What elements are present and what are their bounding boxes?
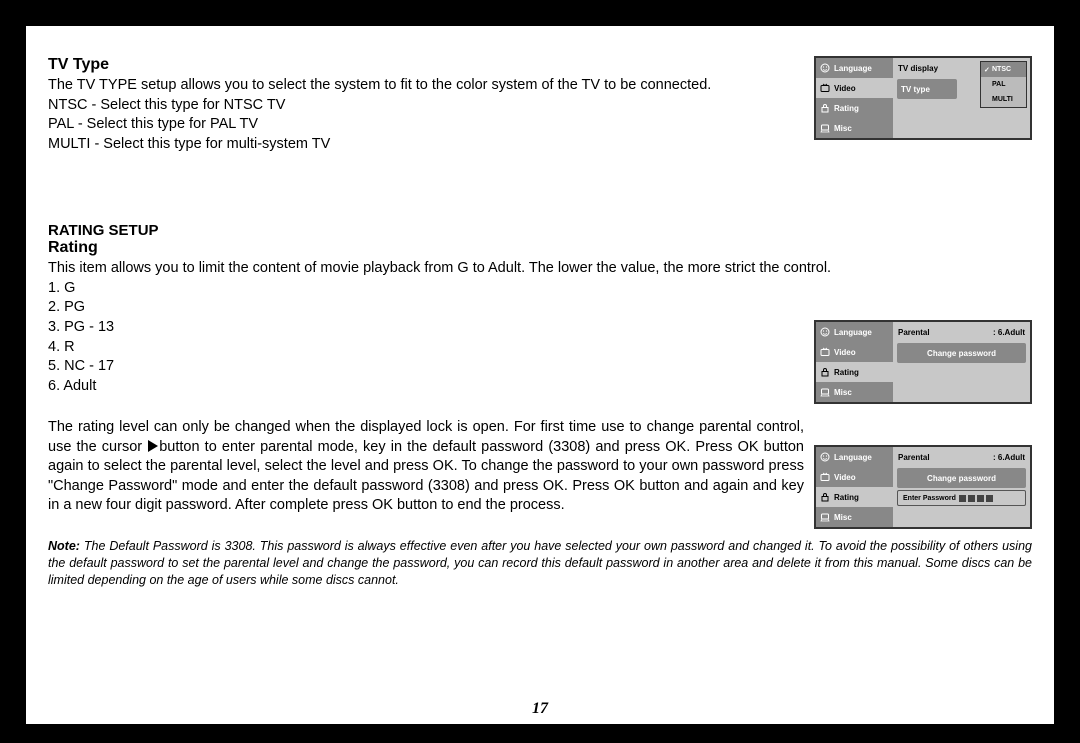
password-note: Note: The Default Password is 3308. This… [48,538,1032,589]
nav-misc-label: Misc [834,124,852,133]
nav-misc: Misc [816,382,893,402]
tv-type-ntsc: NTSC - Select this type for NTSC TV [48,96,798,116]
parental-value: : 6.Adult [993,328,1025,337]
tv-type-pal: PAL - Select this type for PAL TV [48,115,798,135]
nav-language: Language [816,58,893,78]
misc-icon [820,512,830,522]
nav-rating: Rating [816,362,893,382]
nav-misc: Misc [816,118,893,138]
tv-icon [820,83,830,93]
face-icon [820,452,830,462]
parental-text-b: button to enter parental mode, key in th… [48,439,804,514]
opt-pal: PAL [981,77,1026,92]
nav-video-label: Video [834,84,856,93]
tv-type-label: TV type [901,85,930,94]
nav-language-label: Language [834,64,872,73]
parental-label: Parental [898,453,993,462]
nav-video: Video [816,78,893,98]
tv-icon [820,472,830,482]
nav-video: Video [816,467,893,487]
password-dots [959,495,993,502]
nav-video: Video [816,342,893,362]
note-text: The Default Password is 3308. This passw… [48,539,1032,587]
tv-type-multi: MULTI - Select this type for multi-syste… [48,135,798,155]
rating-heading: Rating [48,239,1032,257]
manual-page: TV Type The TV TYPE setup allows you to … [26,26,1054,724]
lock-icon [820,367,830,377]
parental-label: Parental [898,328,993,337]
rating-setup-heading: RATING SETUP [48,222,1032,239]
tv-type-desc: The TV TYPE setup allows you to select t… [48,76,798,96]
misc-icon [820,123,830,133]
note-label: Note: [48,539,80,553]
nav-rating: Rating [816,98,893,118]
face-icon [820,63,830,73]
misc-icon [820,387,830,397]
tv-icon [820,347,830,357]
menu-tv-type: Language Video Rating [814,56,1032,140]
rating-desc: This item allows you to limit the conten… [48,259,1032,279]
rating-pg: 2. PG [48,298,1032,318]
nav-language: Language [816,447,893,467]
opt-ntsc: ✓NTSC [981,62,1026,77]
parental-instructions: The rating level can only be changed whe… [48,418,804,516]
tv-type-options: ✓NTSC PAL MULTI [980,61,1027,108]
nav-rating: Rating [816,487,893,507]
rating-g: 1. G [48,279,1032,299]
menu-parental-2: Language Video Rating [814,445,1032,529]
parental-value: : 6.Adult [993,453,1025,462]
nav-misc: Misc [816,507,893,527]
enter-password-label: Enter Password [903,495,956,502]
change-password-label: Change password [927,474,996,483]
page-number: 17 [26,700,1054,718]
face-icon [820,327,830,337]
lock-icon [820,103,830,113]
lock-icon [820,492,830,502]
nav-language: Language [816,322,893,342]
opt-multi: MULTI [981,92,1026,107]
menu-parental-1: Language Video Rating [814,320,1032,404]
change-password-label: Change password [927,349,996,358]
cursor-right-icon [148,440,158,452]
nav-rating-label: Rating [834,104,859,113]
tv-type-heading: TV Type [48,56,798,74]
